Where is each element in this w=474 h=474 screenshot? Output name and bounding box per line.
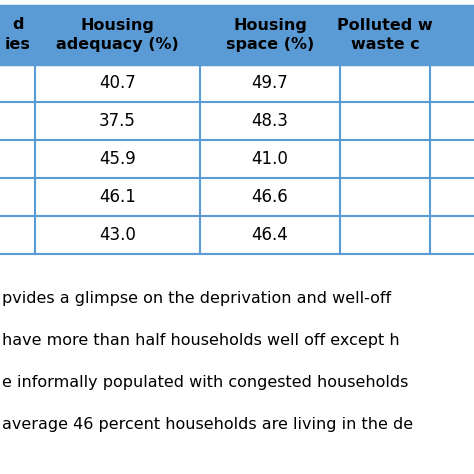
Text: 46.4: 46.4 — [252, 226, 288, 244]
Text: average 46 percent households are living in the de: average 46 percent households are living… — [2, 418, 413, 432]
Bar — [0, 64, 474, 102]
Bar — [0, 6, 474, 64]
Text: 41.0: 41.0 — [252, 150, 289, 168]
Text: 37.5: 37.5 — [99, 112, 136, 130]
Bar — [0, 140, 474, 178]
Bar — [0, 216, 474, 254]
Text: have more than half households well off except h: have more than half households well off … — [2, 334, 400, 348]
Text: d: d — [12, 17, 24, 31]
Text: 45.9: 45.9 — [99, 150, 136, 168]
Text: e informally populated with congested households: e informally populated with congested ho… — [2, 375, 409, 391]
Text: 46.6: 46.6 — [252, 188, 288, 206]
Text: pvides a glimpse on the deprivation and well-off: pvides a glimpse on the deprivation and … — [2, 292, 391, 307]
Text: Polluted w
waste c: Polluted w waste c — [337, 18, 433, 53]
Text: ies: ies — [5, 36, 31, 52]
Text: 48.3: 48.3 — [252, 112, 289, 130]
Bar — [0, 178, 474, 216]
Text: Housing
space (%): Housing space (%) — [226, 18, 314, 53]
Text: 43.0: 43.0 — [99, 226, 136, 244]
Text: 46.1: 46.1 — [99, 188, 136, 206]
Text: Housing
adequacy (%): Housing adequacy (%) — [56, 18, 179, 53]
Text: 49.7: 49.7 — [252, 74, 288, 92]
Bar — [0, 102, 474, 140]
Text: 40.7: 40.7 — [99, 74, 136, 92]
